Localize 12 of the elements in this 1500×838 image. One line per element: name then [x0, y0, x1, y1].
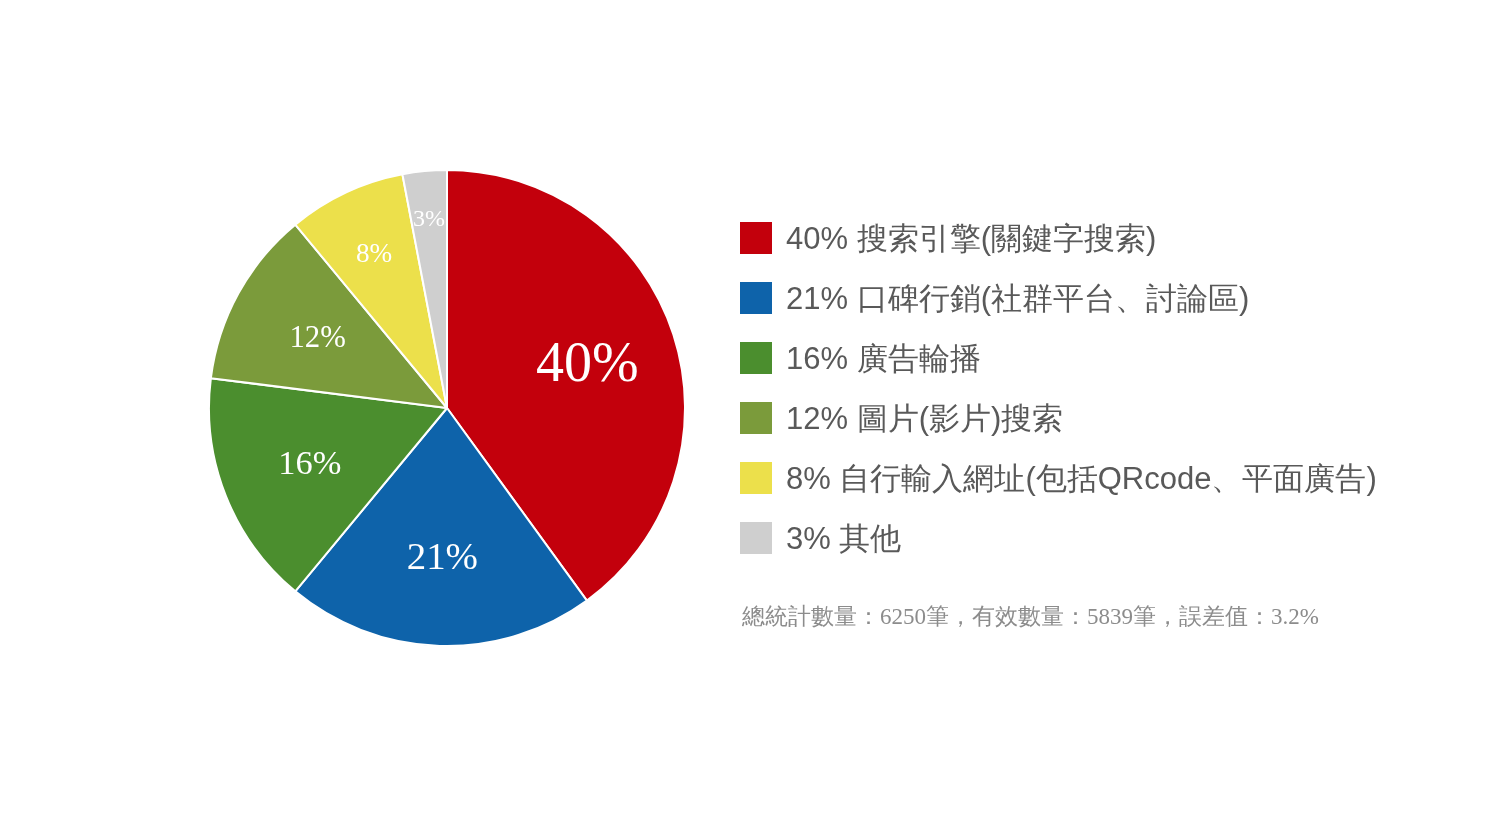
legend-label: 3% 其他	[786, 520, 902, 556]
legend-label: 21% 口碑行銷(社群平台、討論區)	[786, 280, 1250, 316]
legend-label: 16% 廣告輪播	[786, 340, 981, 376]
data-label: 40%	[536, 331, 639, 394]
legend-label: 12% 圖片(影片)搜索	[786, 400, 1064, 436]
data-label: 16%	[278, 443, 342, 482]
data-label: 8%	[355, 237, 393, 268]
legend-label: 40% 搜索引擎(關鍵字搜索)	[786, 220, 1157, 256]
legend-label: 8% 自行輸入網址(包括QRcode、平面廣告)	[786, 460, 1377, 496]
text: 總統計數量：6250筆，有效數量：5839筆，誤差值：3.2%	[741, 603, 1319, 629]
data-label: 12%	[289, 319, 346, 354]
data-label: 21%	[406, 533, 479, 577]
